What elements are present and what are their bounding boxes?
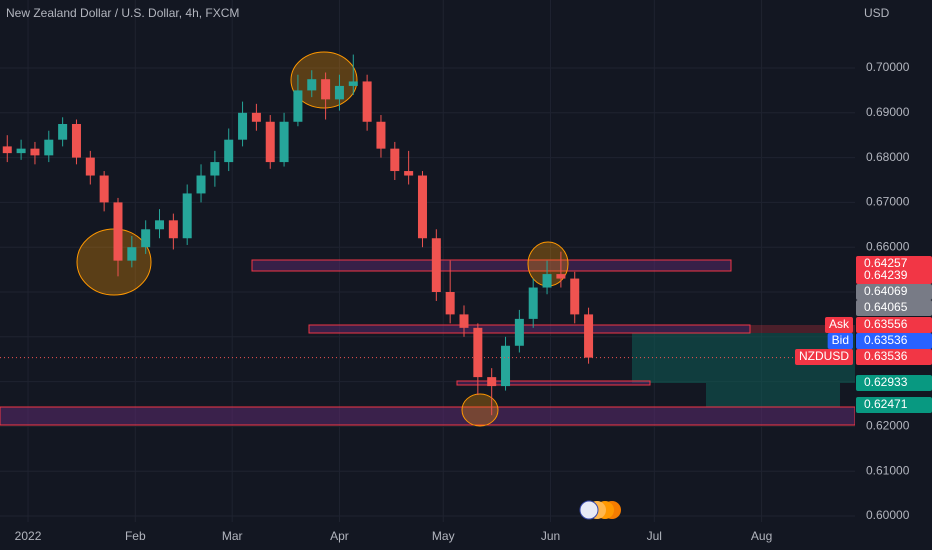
candle-body bbox=[473, 327, 483, 378]
zone bbox=[308, 324, 751, 334]
candle-body bbox=[487, 377, 497, 387]
candle-body bbox=[238, 112, 248, 140]
price-badge-name: Bid bbox=[832, 333, 849, 347]
y-tick-label: 0.68000 bbox=[866, 150, 910, 164]
price-badge bbox=[856, 284, 932, 300]
x-tick-label: 2022 bbox=[15, 529, 42, 543]
candle-body bbox=[210, 162, 220, 176]
candle-body bbox=[501, 345, 511, 387]
candle-body bbox=[514, 318, 524, 346]
event-dot[interactable] bbox=[579, 500, 599, 520]
candle-body bbox=[321, 79, 331, 100]
candle-body bbox=[390, 148, 400, 172]
price-badge-name: Ask bbox=[829, 317, 850, 331]
price-badge bbox=[856, 349, 932, 365]
time-axis bbox=[0, 522, 932, 550]
candle-body bbox=[293, 90, 303, 122]
zone bbox=[0, 406, 856, 426]
candle-body bbox=[570, 278, 580, 315]
candle-body bbox=[44, 139, 54, 156]
price-badge-value: 0.64065 bbox=[864, 300, 908, 314]
price-badge-value: 0.63556 bbox=[864, 317, 908, 331]
price-badge-value: 0.64239 bbox=[864, 268, 908, 282]
candle-body bbox=[182, 193, 192, 239]
candle-body bbox=[58, 124, 68, 140]
candle-body bbox=[224, 139, 234, 163]
y-tick-label: 0.69000 bbox=[866, 105, 910, 119]
x-tick-label: Aug bbox=[751, 529, 772, 543]
chart-title: New Zealand Dollar / U.S. Dollar, 4h, FX… bbox=[6, 6, 239, 20]
price-badge bbox=[856, 300, 932, 316]
candle-body bbox=[445, 292, 455, 315]
candle-body bbox=[417, 175, 427, 239]
candle-body bbox=[279, 121, 289, 163]
candle-body bbox=[99, 175, 109, 203]
x-tick-label: Jun bbox=[541, 529, 560, 543]
price-badge-value: 0.63536 bbox=[864, 349, 908, 363]
price-badge bbox=[856, 333, 932, 349]
candle-body bbox=[459, 314, 469, 328]
price-badge-value: 0.63536 bbox=[864, 333, 908, 347]
candle-body bbox=[141, 229, 151, 248]
candle-body bbox=[556, 274, 566, 279]
candle-body bbox=[348, 81, 358, 86]
price-badge-value: 0.64069 bbox=[864, 284, 908, 298]
price-badge-value: 0.62471 bbox=[864, 397, 908, 411]
y-tick-label: 0.61000 bbox=[866, 463, 910, 477]
price-badge-name-box bbox=[824, 317, 853, 333]
price-badge-name: NZDUSD bbox=[799, 349, 849, 363]
y-tick-label: 0.66000 bbox=[866, 239, 910, 253]
candle-body bbox=[307, 79, 317, 91]
candle-body bbox=[265, 121, 275, 163]
price-badge bbox=[856, 375, 932, 391]
candle-body bbox=[528, 287, 538, 319]
zone bbox=[750, 325, 855, 333]
candle-body bbox=[2, 146, 12, 154]
candle-body bbox=[376, 121, 386, 149]
position-box bbox=[706, 383, 840, 407]
candle-body bbox=[196, 175, 206, 194]
price-badge-name-box bbox=[827, 333, 853, 349]
price-badge bbox=[856, 317, 932, 333]
y-tick-label: 0.67000 bbox=[866, 195, 910, 209]
candle-body bbox=[155, 220, 165, 230]
highlight-ellipse bbox=[461, 393, 499, 427]
candle-body bbox=[431, 238, 441, 293]
zone bbox=[251, 259, 732, 272]
y-tick-label: 0.62000 bbox=[866, 419, 910, 433]
currency: USD bbox=[864, 6, 890, 20]
x-tick-label: Feb bbox=[125, 529, 146, 543]
candle-body bbox=[113, 202, 123, 261]
candle-body bbox=[542, 274, 552, 288]
candle-body bbox=[71, 124, 81, 158]
candle-body bbox=[251, 112, 261, 122]
price-badge bbox=[856, 397, 932, 413]
candle-body bbox=[85, 157, 95, 176]
zone bbox=[456, 380, 651, 386]
candle-body bbox=[127, 247, 137, 261]
price-badge-name-box bbox=[795, 349, 853, 365]
x-tick-label: Apr bbox=[330, 529, 349, 543]
price-badge-value: 0.62933 bbox=[864, 375, 908, 389]
x-tick-label: Mar bbox=[222, 529, 243, 543]
candle-body bbox=[168, 220, 178, 239]
y-tick-label: 0.70000 bbox=[866, 60, 910, 74]
candle-body bbox=[584, 314, 594, 358]
events-icon[interactable] bbox=[579, 500, 621, 520]
candle-body bbox=[404, 171, 414, 176]
price-badge bbox=[856, 268, 932, 284]
candle-body bbox=[16, 148, 26, 154]
price-badge-value: 0.64257 bbox=[864, 256, 908, 270]
x-tick-label: Jul bbox=[647, 529, 662, 543]
candle-body bbox=[30, 148, 40, 156]
candle-body bbox=[362, 81, 372, 122]
y-tick-label: 0.60000 bbox=[866, 508, 910, 522]
candle-body bbox=[334, 85, 344, 100]
x-tick-label: May bbox=[432, 529, 455, 543]
